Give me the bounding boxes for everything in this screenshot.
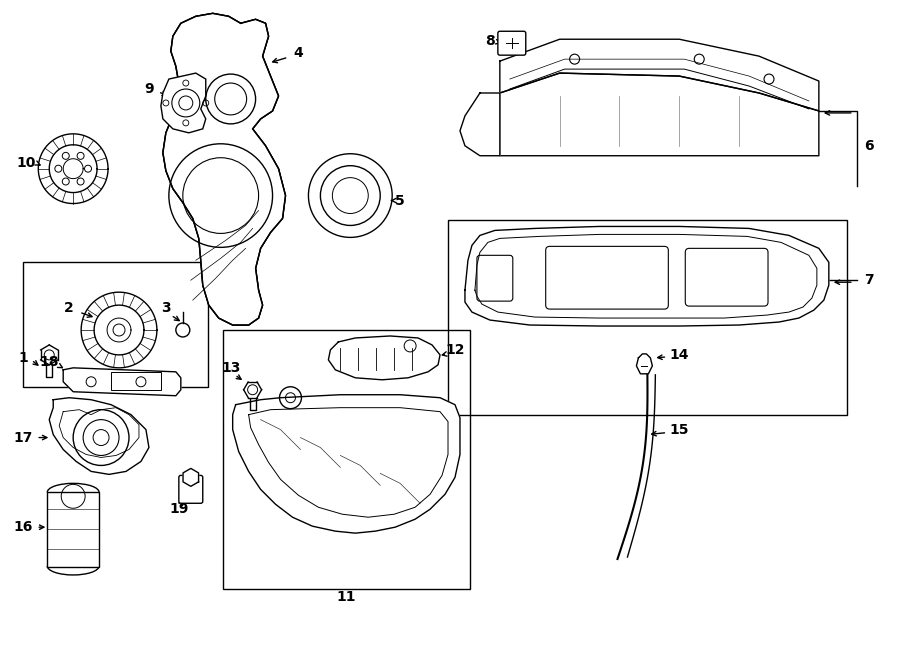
Bar <box>47 492 99 567</box>
Text: 3: 3 <box>161 301 171 315</box>
Polygon shape <box>163 13 285 325</box>
Text: 16: 16 <box>14 520 33 534</box>
Polygon shape <box>460 93 500 156</box>
Bar <box>222 330 470 589</box>
Bar <box>23 262 208 387</box>
Text: 11: 11 <box>337 590 356 604</box>
Text: 2: 2 <box>64 301 74 315</box>
Text: 9: 9 <box>144 82 154 96</box>
Circle shape <box>309 154 392 237</box>
Polygon shape <box>500 73 819 156</box>
FancyBboxPatch shape <box>498 31 526 55</box>
Text: 13: 13 <box>221 361 240 375</box>
Text: 15: 15 <box>670 422 689 436</box>
Text: 17: 17 <box>14 430 33 445</box>
Text: 6: 6 <box>864 139 874 153</box>
Polygon shape <box>50 398 148 475</box>
Text: 4: 4 <box>293 46 303 60</box>
FancyBboxPatch shape <box>179 475 203 503</box>
Polygon shape <box>465 227 829 326</box>
Text: 1: 1 <box>18 351 28 365</box>
Polygon shape <box>161 73 206 133</box>
Text: 8: 8 <box>485 34 495 48</box>
Text: 18: 18 <box>40 355 59 369</box>
Text: 12: 12 <box>446 343 464 357</box>
Bar <box>111 372 161 390</box>
Polygon shape <box>233 395 460 533</box>
Text: 5: 5 <box>395 194 405 208</box>
Polygon shape <box>328 336 440 380</box>
Text: 10: 10 <box>16 156 36 170</box>
Text: 14: 14 <box>670 348 689 362</box>
Polygon shape <box>63 368 181 396</box>
Polygon shape <box>636 354 652 374</box>
Text: 19: 19 <box>169 502 188 516</box>
Polygon shape <box>500 39 819 111</box>
Polygon shape <box>183 469 199 486</box>
Text: 7: 7 <box>864 273 874 288</box>
Bar <box>448 221 847 414</box>
